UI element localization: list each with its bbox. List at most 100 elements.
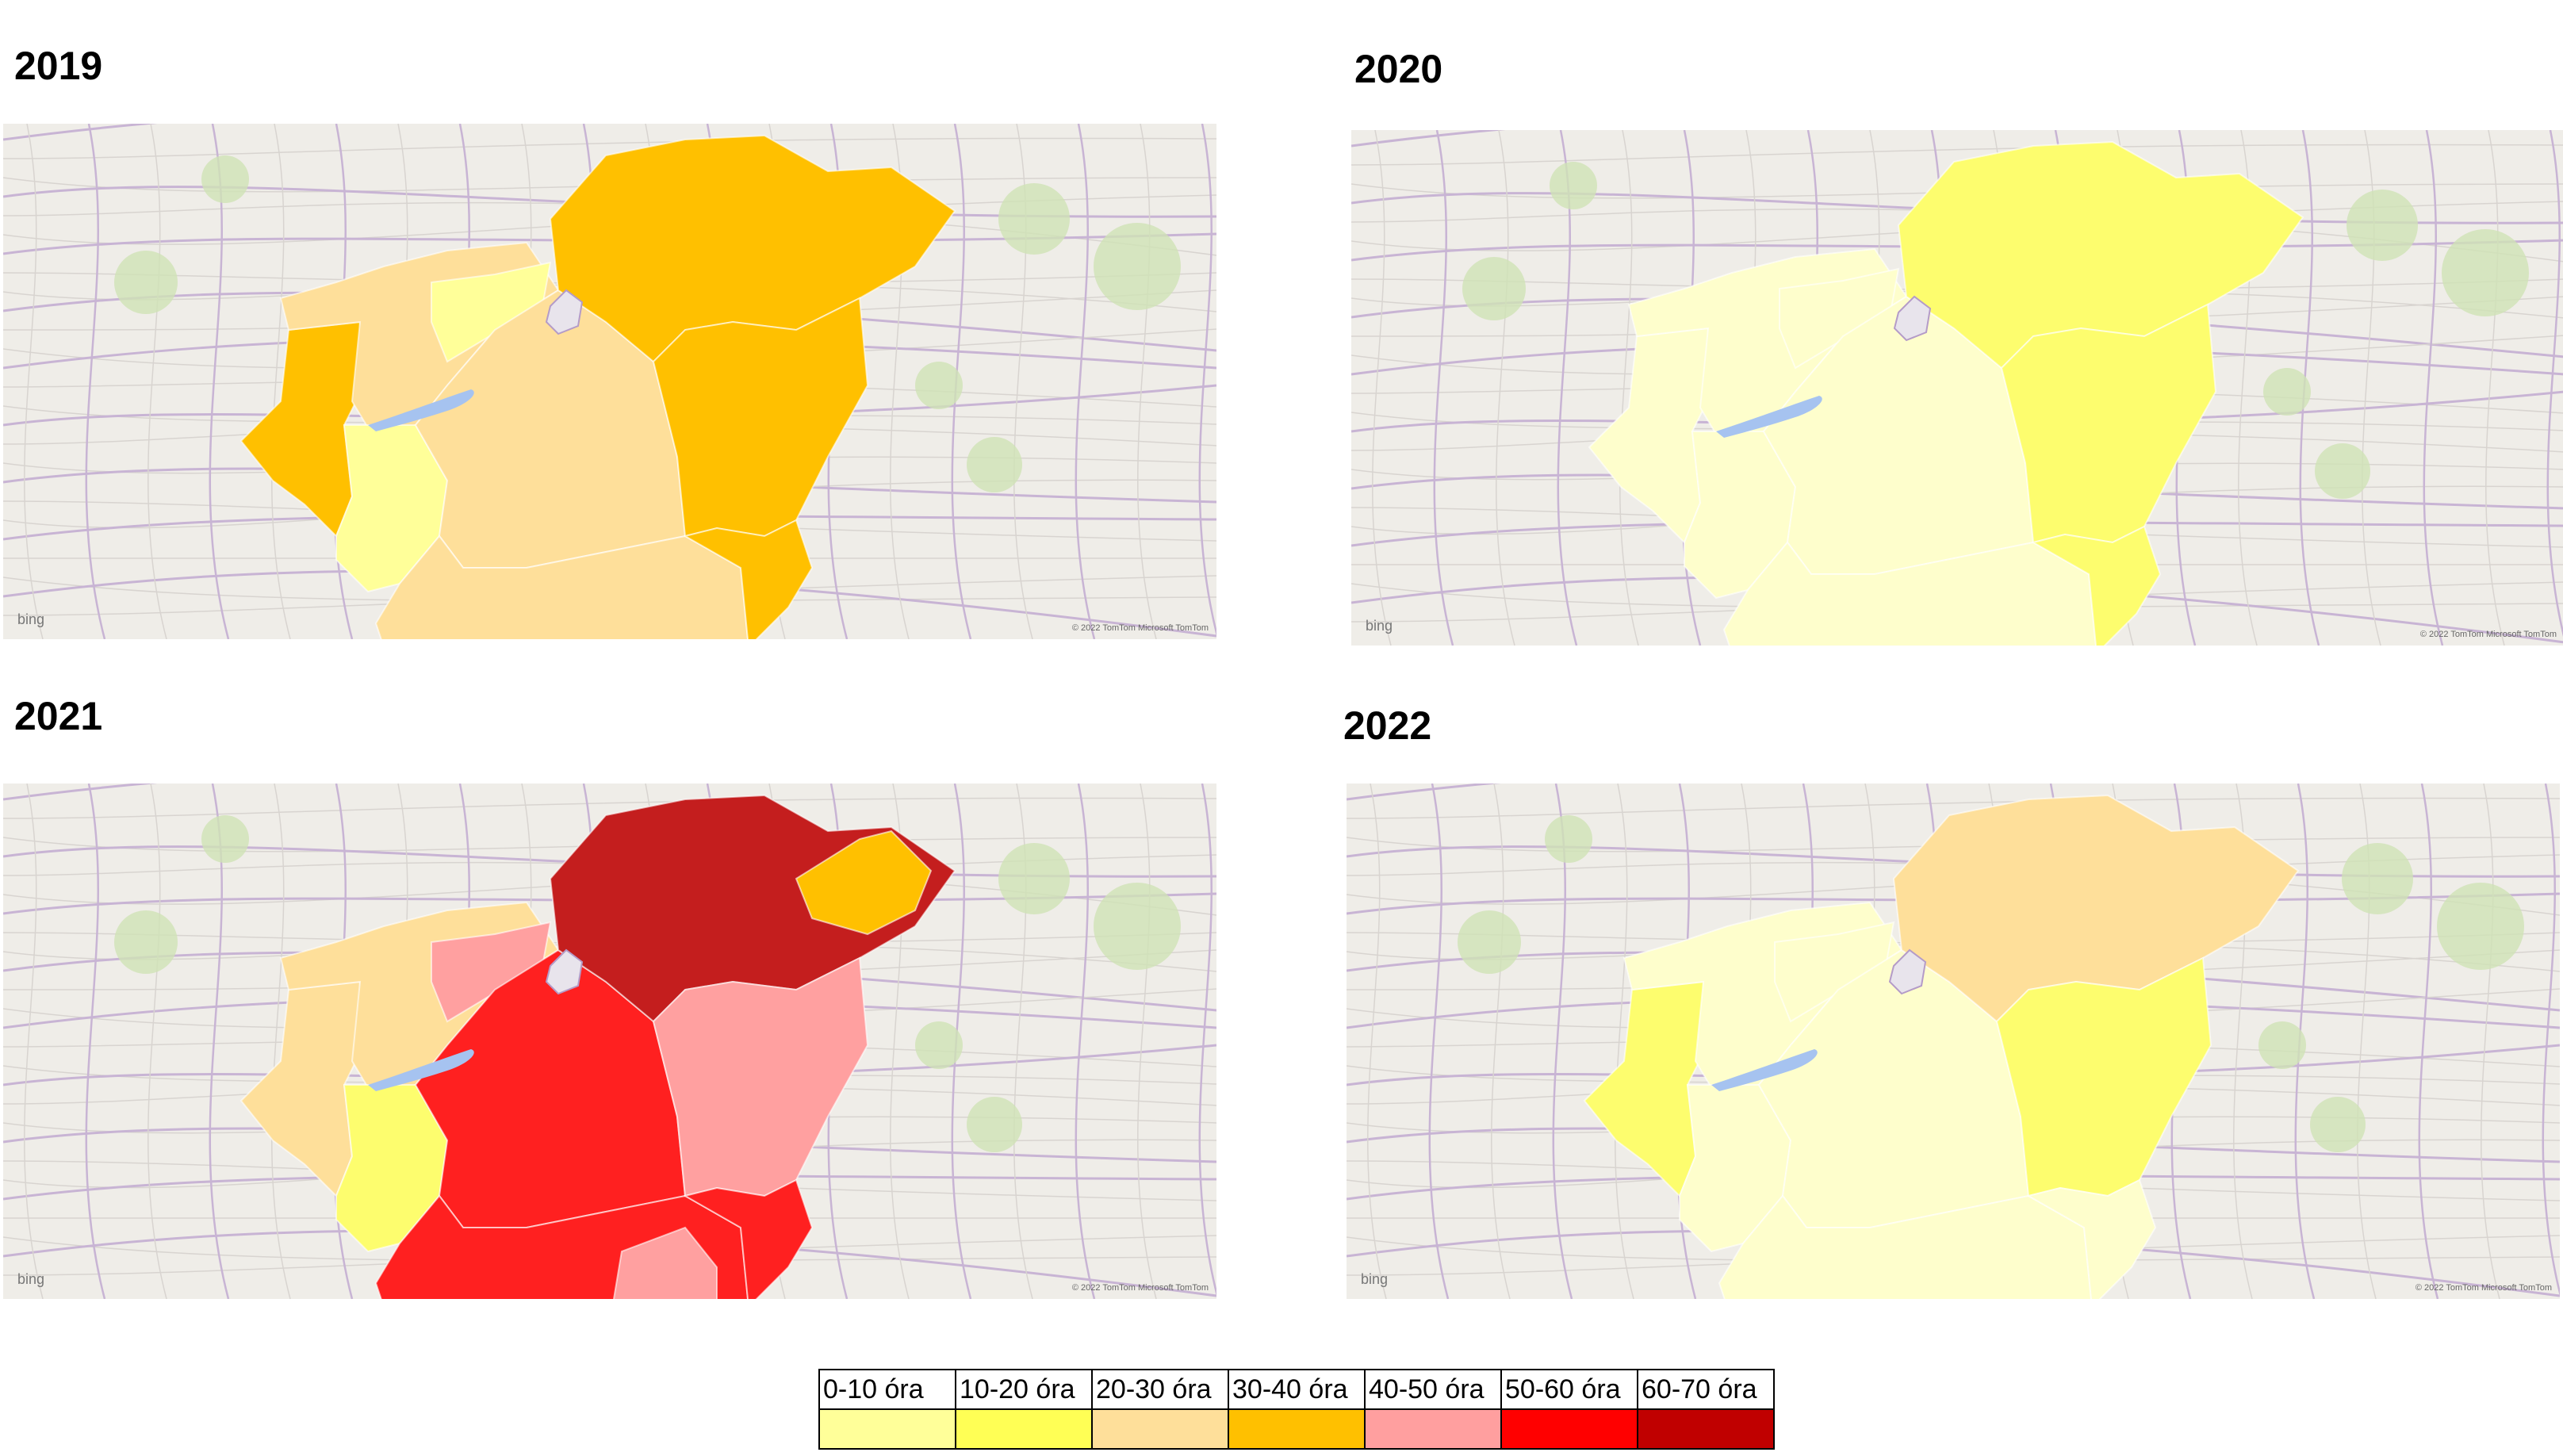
lake-balaton bbox=[368, 389, 474, 431]
map-2019[interactable]: bing © 2022 TomTom Microsoft TomTom bbox=[3, 124, 1216, 639]
legend-label: 20-30 óra bbox=[1091, 1369, 1229, 1410]
map-road bbox=[2423, 130, 2444, 646]
regions bbox=[239, 794, 956, 1299]
map-road bbox=[2485, 130, 2505, 646]
map-green-area bbox=[1094, 883, 1181, 970]
map-green-area bbox=[967, 437, 1022, 492]
year-title-2021: 2021 bbox=[14, 694, 103, 738]
legend-swatch bbox=[1637, 1408, 1775, 1450]
map-green-area bbox=[2315, 443, 2370, 499]
map-road bbox=[1137, 124, 1157, 639]
region-south bbox=[374, 535, 749, 639]
map-road bbox=[1367, 784, 1387, 1299]
region-southeast bbox=[683, 519, 814, 639]
map-road bbox=[1198, 784, 1216, 1297]
map-road bbox=[2546, 130, 2563, 637]
map-2021[interactable]: bing © 2022 TomTom Microsoft TomTom bbox=[3, 784, 1216, 1299]
map-road bbox=[1347, 784, 1501, 801]
map-green-area bbox=[915, 1021, 963, 1069]
map-green-area bbox=[2347, 190, 2418, 261]
map-green-area bbox=[1458, 910, 1521, 974]
map-road bbox=[3, 797, 1216, 819]
map-green-area bbox=[1462, 257, 1526, 320]
map-green-area bbox=[2310, 1097, 2366, 1152]
regions bbox=[239, 134, 956, 639]
map-road bbox=[1351, 144, 2563, 166]
legend-label: 60-70 óra bbox=[1637, 1369, 1775, 1410]
map-green-area bbox=[1545, 815, 1592, 863]
map-copyright: © 2022 TomTom Microsoft TomTom bbox=[2419, 630, 2557, 639]
bing-logo: bing bbox=[1361, 1271, 1389, 1287]
map-road bbox=[1347, 892, 2560, 915]
year-title-2022: 2022 bbox=[1343, 703, 1432, 748]
region-south bbox=[1718, 1194, 2093, 1299]
legend-labels: 0-10 óra 10-20 óra 20-30 óra 30-40 óra 4… bbox=[818, 1369, 1775, 1410]
region-southeast bbox=[683, 1178, 814, 1299]
map-road bbox=[3, 124, 158, 141]
map-road bbox=[1496, 130, 1515, 646]
map-road bbox=[1619, 130, 1639, 646]
map-copyright: © 2022 TomTom Microsoft TomTom bbox=[1071, 623, 1209, 633]
map-green-area bbox=[1550, 162, 1597, 209]
map-green-area bbox=[201, 155, 249, 203]
map-canvas bbox=[3, 784, 1216, 1299]
map-copyright: © 2022 TomTom Microsoft TomTom bbox=[1071, 1283, 1209, 1293]
map-green-area bbox=[998, 843, 1070, 914]
map-copyright: © 2022 TomTom Microsoft TomTom bbox=[2415, 1283, 2552, 1293]
map-green-area bbox=[967, 1097, 1022, 1152]
year-title-2019: 2019 bbox=[14, 44, 103, 88]
map-green-area bbox=[114, 910, 178, 974]
legend-swatch bbox=[1091, 1408, 1229, 1450]
map-road bbox=[1198, 124, 1216, 638]
map-road bbox=[2418, 784, 2439, 1299]
year-title-2020: 2020 bbox=[1354, 47, 1443, 91]
map-road bbox=[147, 124, 167, 639]
legend-swatch bbox=[1364, 1408, 1502, 1450]
map-green-area bbox=[114, 251, 178, 314]
map-road bbox=[1351, 130, 1506, 148]
map-road bbox=[1351, 239, 2563, 262]
legend-label: 0-10 óra bbox=[818, 1369, 956, 1410]
budapest bbox=[545, 289, 584, 335]
map-2022[interactable]: bing © 2022 TomTom Microsoft TomTom bbox=[1347, 784, 2560, 1299]
map-2020[interactable]: bing © 2022 TomTom Microsoft TomTom bbox=[1351, 130, 2563, 646]
legend: 0-10 óra 10-20 óra 20-30 óra 30-40 óra 4… bbox=[818, 1369, 1775, 1450]
map-road bbox=[1347, 797, 2560, 819]
map-road bbox=[1075, 124, 1096, 639]
map-road bbox=[1428, 784, 1450, 1299]
legend-swatch bbox=[955, 1408, 1093, 1450]
map-road bbox=[271, 784, 291, 1299]
region-east bbox=[652, 956, 869, 1197]
bing-logo: bing bbox=[17, 611, 45, 627]
legend-label: 50-60 óra bbox=[1500, 1369, 1638, 1410]
regions bbox=[1588, 140, 2304, 646]
legend-swatches bbox=[818, 1408, 1775, 1450]
map-road bbox=[85, 124, 106, 639]
map-canvas bbox=[1351, 130, 2563, 646]
legend-swatch bbox=[1228, 1408, 1366, 1450]
map-road bbox=[24, 784, 44, 1299]
map-green-area bbox=[1094, 223, 1181, 310]
map-green-area bbox=[2442, 229, 2529, 316]
region-east bbox=[652, 297, 869, 538]
legend-label: 40-50 óra bbox=[1364, 1369, 1502, 1410]
legend-swatch bbox=[818, 1408, 956, 1450]
map-road bbox=[3, 232, 1216, 255]
map-green-area bbox=[2258, 1021, 2306, 1069]
lake-balaton bbox=[1711, 1049, 1818, 1091]
map-road bbox=[2542, 784, 2560, 1297]
map-road bbox=[24, 124, 44, 639]
map-green-area bbox=[998, 183, 1070, 255]
map-green-area bbox=[2342, 843, 2413, 914]
budapest bbox=[545, 948, 584, 995]
region-southeast bbox=[2026, 1178, 2157, 1299]
legend-label: 30-40 óra bbox=[1228, 1369, 1366, 1410]
map-road bbox=[1137, 784, 1157, 1299]
region-east bbox=[1995, 956, 2212, 1197]
map-road bbox=[1615, 784, 1634, 1299]
region-northeast bbox=[549, 134, 956, 363]
bing-logo: bing bbox=[1366, 618, 1393, 634]
map-road bbox=[1372, 130, 1392, 646]
budapest bbox=[1893, 295, 1932, 342]
region-northeast bbox=[1897, 140, 2304, 370]
